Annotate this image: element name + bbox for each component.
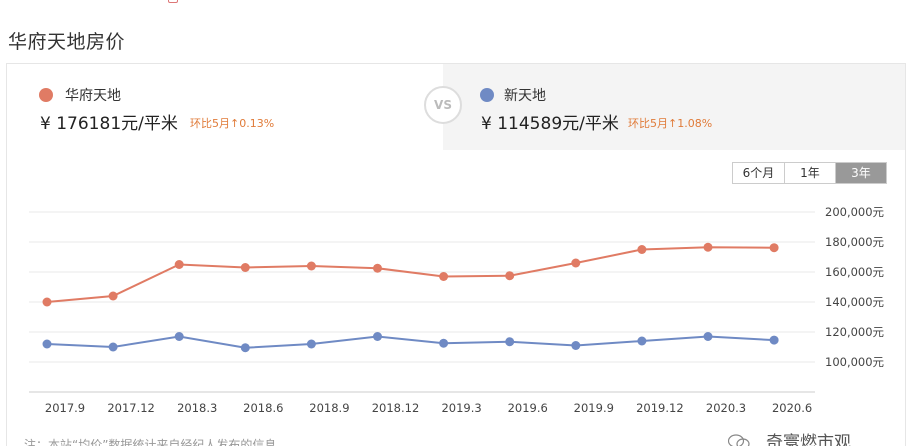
top-byline xyxy=(168,0,222,6)
compare-header: 华府天地 ¥ 176181元/平米 环比5月↑0.13% 新天地 ¥ 11458… xyxy=(7,64,905,150)
x-tick-label: 2019.3 xyxy=(441,401,481,415)
data-point xyxy=(439,338,449,348)
x-tick-label: 2018.12 xyxy=(372,401,420,415)
left-community-name: 华府天地 xyxy=(65,88,121,104)
data-point xyxy=(505,271,515,281)
data-point xyxy=(240,343,250,353)
y-tick-label: 120,000元 xyxy=(825,325,885,339)
left-price: ¥ 176181元/平米 xyxy=(40,114,178,134)
data-point xyxy=(769,243,779,253)
tab-1-year[interactable]: 1年 xyxy=(784,163,835,183)
x-tick-label: 2020.6 xyxy=(772,401,812,415)
page-title: 华府天地房价 xyxy=(8,31,126,53)
x-tick-label: 2019.6 xyxy=(508,401,548,415)
y-tick-label: 160,000元 xyxy=(825,265,885,279)
tab-3-years[interactable]: 3年 xyxy=(835,163,886,183)
data-point xyxy=(571,341,581,350)
x-tick-label: 2020.3 xyxy=(706,401,746,415)
data-point xyxy=(240,263,250,272)
data-point xyxy=(306,339,316,349)
data-point xyxy=(42,297,52,307)
x-tick-label: 2019.12 xyxy=(636,401,684,415)
data-point xyxy=(373,263,382,273)
data-point xyxy=(373,332,382,341)
price-line-chart: 200,000元 180,000元 160,000元 140,000元 120,000元… xyxy=(29,205,885,415)
data-point xyxy=(174,332,184,341)
data-point xyxy=(571,258,581,268)
right-community-name: 新天地 xyxy=(504,88,546,104)
right-price: ¥ 114589元/平米 xyxy=(481,114,619,134)
data-point xyxy=(637,245,647,254)
data-point xyxy=(637,336,647,346)
compare-left: 华府天地 ¥ 176181元/平米 环比5月↑0.13% xyxy=(7,64,443,150)
footnote: 注：本站“均价”数据统计来自经纪人发布的信息 xyxy=(24,438,277,446)
data-point xyxy=(174,260,184,269)
y-tick-label: 140,000元 xyxy=(825,295,885,309)
series-line xyxy=(46,335,775,349)
x-tick-label: 2018.9 xyxy=(309,401,349,415)
data-point xyxy=(108,291,118,301)
price-card: 华府天地 ¥ 176181元/平米 环比5月↑0.13% 新天地 ¥ 11458… xyxy=(6,63,906,446)
range-tabs: 6个月 1年 3年 xyxy=(732,162,887,184)
x-tick-label: 2018.3 xyxy=(177,401,217,415)
watermark: 奇寰燃市观 xyxy=(728,428,851,446)
wechat-icon xyxy=(728,434,750,446)
tab-6-months[interactable]: 6个月 xyxy=(733,163,784,183)
series-dot-icon xyxy=(39,88,53,102)
data-point xyxy=(306,261,316,271)
y-tick-label: 100,000元 xyxy=(825,355,885,369)
document-icon xyxy=(168,0,178,3)
x-tick-label: 2018.6 xyxy=(243,401,283,415)
data-point xyxy=(703,332,713,341)
data-point xyxy=(439,272,449,281)
data-point xyxy=(703,242,713,252)
y-tick-label: 180,000元 xyxy=(825,235,885,249)
x-tick-label: 2017.9 xyxy=(45,401,85,415)
series-line xyxy=(46,246,775,303)
vs-badge: VS xyxy=(424,86,462,124)
left-change: 环比5月↑0.13% xyxy=(190,117,275,130)
compare-right: 新天地 ¥ 114589元/平米 环比5月↑1.08% xyxy=(443,64,905,150)
data-point xyxy=(769,335,779,345)
series-dot-icon xyxy=(480,88,494,102)
data-point xyxy=(108,342,118,352)
x-tick-label: 2019.9 xyxy=(574,401,614,415)
data-point xyxy=(42,339,52,349)
data-point xyxy=(505,337,515,347)
y-tick-label: 200,000元 xyxy=(825,205,885,219)
right-change: 环比5月↑1.08% xyxy=(628,117,713,130)
x-tick-label: 2017.12 xyxy=(107,401,155,415)
